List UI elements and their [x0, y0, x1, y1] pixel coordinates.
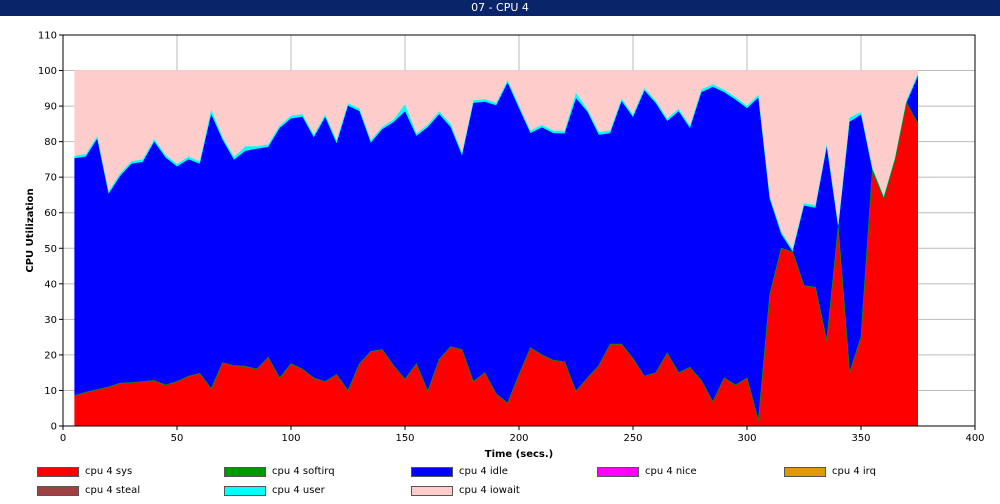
- legend-item-iowait: cpu 4 iowait: [411, 485, 520, 499]
- area-sys: [74, 102, 918, 426]
- y-tick-label: 0: [51, 422, 57, 433]
- legend-item-sys: cpu 4 sys: [37, 466, 132, 480]
- x-tick-label: 50: [171, 433, 184, 444]
- legend-label: cpu 4 nice: [645, 466, 697, 477]
- legend-item-idle: cpu 4 idle: [411, 466, 508, 480]
- y-tick-label: 90: [44, 102, 57, 113]
- x-tick-label: 100: [281, 433, 300, 444]
- x-tick-label: 250: [623, 433, 642, 444]
- legend-item-softirq: cpu 4 softirq: [224, 466, 335, 480]
- y-tick-label: 80: [44, 137, 57, 148]
- legend-label: cpu 4 steal: [85, 485, 141, 496]
- series-softirq-line: [74, 101, 919, 421]
- chart-legend: cpu 4 sys cpu 4 softirq cpu 4 idle cpu 4 ni…: [0, 462, 1000, 504]
- legend-swatch-softirq: [224, 467, 266, 477]
- x-axis-label: Time (secs.): [485, 449, 554, 460]
- y-tick-label: 10: [44, 386, 57, 397]
- area-iowait: [74, 70, 918, 250]
- y-tick-label: 40: [44, 279, 57, 290]
- legend-item-nice: cpu 4 nice: [597, 466, 697, 480]
- y-tick-label: 20: [44, 350, 57, 361]
- x-tick-label: 300: [737, 433, 756, 444]
- legend-swatch-sys: [37, 467, 79, 477]
- y-tick-label: 110: [38, 31, 57, 42]
- legend-item-steal: cpu 4 steal: [37, 485, 140, 499]
- x-tick-label: 0: [60, 433, 66, 444]
- legend-swatch-steal: [37, 486, 79, 496]
- legend-label: cpu 4 user: [272, 485, 325, 496]
- legend-swatch-irq: [784, 467, 826, 477]
- y-tick-label: 70: [44, 173, 57, 184]
- legend-label: cpu 4 idle: [459, 466, 508, 477]
- legend-label: cpu 4 softirq: [272, 466, 335, 477]
- window-title: 07 - CPU 4: [0, 0, 1000, 16]
- legend-swatch-user: [224, 486, 266, 496]
- x-tick-label: 200: [509, 433, 528, 444]
- y-tick-label: 100: [38, 66, 57, 77]
- legend-label: cpu 4 iowait: [459, 485, 520, 496]
- area-idle: [74, 75, 918, 421]
- legend-label: cpu 4 irq: [832, 466, 876, 477]
- x-tick-label: 350: [851, 433, 870, 444]
- legend-swatch-idle: [411, 467, 453, 477]
- legend-swatch-iowait: [411, 486, 453, 496]
- y-tick-label: 30: [44, 315, 57, 326]
- y-tick-label: 50: [44, 244, 57, 255]
- y-axis-label: CPU Utilization: [25, 188, 36, 272]
- x-tick-label: 150: [395, 433, 414, 444]
- x-tick-label: 400: [965, 433, 984, 444]
- y-tick-label: 60: [44, 208, 57, 219]
- legend-item-user: cpu 4 user: [224, 485, 325, 499]
- legend-item-irq: cpu 4 irq: [784, 466, 876, 480]
- legend-swatch-nice: [597, 467, 639, 477]
- legend-label: cpu 4 sys: [85, 466, 133, 477]
- cpu-utilization-chart: 0 50 100 150 200 250 300 350 400 0 10 20 30 40 50 60 70 8…: [25, 31, 985, 461]
